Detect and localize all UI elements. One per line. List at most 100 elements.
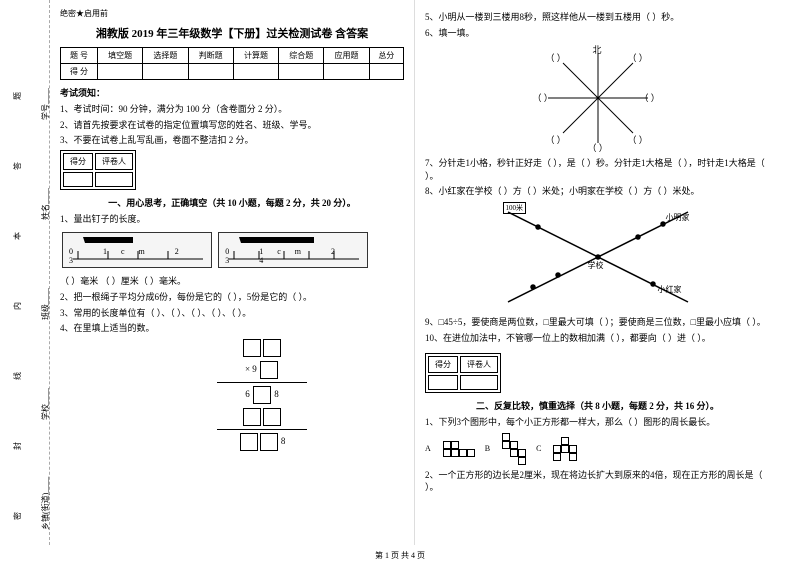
th: 题 号 xyxy=(61,48,98,64)
box-icon xyxy=(263,408,281,426)
digit: 6 xyxy=(245,389,250,399)
ruler2-scale: 0 1cm 2 3 4 xyxy=(225,247,367,265)
blank-w: （ ） xyxy=(533,91,553,104)
blank-ne: （ ） xyxy=(628,51,648,64)
score-table: 题 号 填空题 选择题 判断题 计算题 综合题 应用题 总分 得 分 xyxy=(60,47,404,80)
sb-blank[interactable] xyxy=(95,172,133,187)
mk6: 答 xyxy=(12,162,23,170)
th: 选择题 xyxy=(143,48,188,64)
shape-c xyxy=(553,437,577,461)
map-scale: 100米 xyxy=(503,202,527,214)
q1-answer: （ ）毫米 （ ）厘米（ ）毫米。 xyxy=(60,275,404,288)
box-icon xyxy=(260,433,278,451)
dir-north: 北 xyxy=(593,43,602,56)
q9: 9、□45÷5，要使商是两位数，□里最大可填（ ）；要使商是三位数，□里最小应填… xyxy=(425,316,770,329)
secrecy-tag: 绝密★启用前 xyxy=(60,8,404,19)
td[interactable] xyxy=(324,64,369,80)
mk2: 封 xyxy=(12,442,23,450)
s2q1: 1、下列3个图形中，每个小正方形都一样大，那么（ ）图形的周长最长。 xyxy=(425,416,770,429)
bind-2: 学校____ xyxy=(40,388,51,420)
tag-b: B xyxy=(485,444,490,453)
box-icon xyxy=(243,408,261,426)
q3: 3、常用的长度单位有（ ）、（ ）、（ ）、（ ）、（ ）。 xyxy=(60,307,404,320)
map-xh: 小红家 xyxy=(658,284,682,295)
map-figure: 学校 小明家 小红家 100米 xyxy=(488,202,708,312)
ruler-figures: 0 1cm 2 3 0 1cm 2 3 4 xyxy=(60,228,404,272)
box-icon xyxy=(243,339,261,357)
q6: 6、填一填。 xyxy=(425,27,770,40)
grader-box: 得分评卷人 xyxy=(60,150,136,190)
sb1: 得分 xyxy=(63,153,93,170)
binding-margin: 乡镇(街道)____ 学校____ 班级____ 姓名____ 学号____ 密… xyxy=(0,0,50,545)
ruler-2: 0 1cm 2 3 4 xyxy=(218,232,368,268)
sb1: 得分 xyxy=(428,356,458,373)
th: 判断题 xyxy=(188,48,233,64)
th: 填空题 xyxy=(98,48,143,64)
page-root: 乡镇(街道)____ 学校____ 班级____ 姓名____ 学号____ 密… xyxy=(0,0,800,545)
box-icon xyxy=(263,339,281,357)
tag-a: A xyxy=(425,444,431,453)
multiplication-figure: × 9 6 8 8 xyxy=(120,338,404,452)
mk7: 题 xyxy=(12,92,23,100)
td[interactable] xyxy=(143,64,188,80)
td[interactable] xyxy=(188,64,233,80)
table-row: 题 号 填空题 选择题 判断题 计算题 综合题 应用题 总分 xyxy=(61,48,404,64)
blank-sw: （ ） xyxy=(546,133,566,146)
td[interactable] xyxy=(233,64,278,80)
table-row: 得 分 xyxy=(61,64,404,80)
th: 综合题 xyxy=(279,48,324,64)
blank-e: （ ） xyxy=(640,91,660,104)
section-2-title: 二、反复比较，慎重选择（共 8 小题，每题 2 分，共 16 分）。 xyxy=(425,399,770,412)
notice-2: 2、请首先按要求在试卷的指定位置填写您的姓名、班级、学号。 xyxy=(60,119,404,132)
notice-3: 3、不要在试卷上乱写乱画，卷面不整洁扣 2 分。 xyxy=(60,134,404,147)
q8: 8、小红家在学校（ ）方（ ）米处；小明家在学校（ ）方（ ）米处。 xyxy=(425,185,770,198)
td[interactable] xyxy=(98,64,143,80)
compass-figure: 北 （ ） （ ） （ ） （ ） （ ） （ ） （ ） xyxy=(528,43,668,153)
q1: 1、量出钉子的长度。 xyxy=(60,213,404,226)
bind-4: 姓名____ xyxy=(40,188,51,220)
mult-row: × 9 xyxy=(120,360,404,380)
right-column: 5、小明从一楼到三楼用8秒，照这样他从一楼到五楼用（ ）秒。 6、填一填。 北 … xyxy=(415,0,780,545)
tag-c: C xyxy=(536,444,541,453)
th: 总分 xyxy=(369,48,403,64)
notice-heading: 考试须知： xyxy=(60,86,404,99)
bind-5: 学号____ xyxy=(40,88,51,120)
shape-b xyxy=(502,433,526,465)
s2q2: 2、一个正方形的边长是2厘米，现在将边长扩大到原来的4倍，现在正方形的周长是（ … xyxy=(425,469,770,494)
blank-se: （ ） xyxy=(628,133,648,146)
blank-nw: （ ） xyxy=(546,51,566,64)
section-1-title: 一、用心思考，正确填空（共 10 小题，每题 2 分，共 20 分）。 xyxy=(60,196,404,209)
page-footer: 第 1 页 共 4 页 xyxy=(0,550,800,561)
bind-3: 班级____ xyxy=(40,288,51,320)
mk1: 密 xyxy=(12,512,23,520)
sb-blank[interactable] xyxy=(460,375,498,390)
mk5: 本 xyxy=(12,232,23,240)
notice-1: 1、考试时间：90 分钟，满分为 100 分（含卷面分 2 分）。 xyxy=(60,103,404,116)
ruler-1: 0 1cm 2 3 xyxy=(62,232,212,268)
sb-blank[interactable] xyxy=(428,375,458,390)
box-icon xyxy=(260,361,278,379)
mk3: 线 xyxy=(12,372,23,380)
q10: 10、在进位加法中，不管哪一位上的数相加满（ ），都要向（ ）进（ ）。 xyxy=(425,332,770,345)
map-school: 学校 xyxy=(588,260,604,271)
td[interactable] xyxy=(279,64,324,80)
digit: 8 xyxy=(281,436,286,446)
q4: 4、在里填上适当的数。 xyxy=(60,322,404,335)
digit: 8 xyxy=(274,389,279,399)
exam-title: 湘教版 2019 年三年级数学【下册】过关检测试卷 含答案 xyxy=(60,25,404,41)
sb2: 评卷人 xyxy=(460,356,498,373)
box-icon xyxy=(253,386,271,404)
bind-1: 乡镇(街道)____ xyxy=(40,477,51,530)
left-column: 绝密★启用前 湘教版 2019 年三年级数学【下册】过关检测试卷 含答案 题 号… xyxy=(50,0,415,545)
td: 得 分 xyxy=(61,64,98,80)
shape-a xyxy=(443,441,475,457)
map-xm: 小明家 xyxy=(666,212,690,223)
q7: 7、分针走1小格，秒针正好走（ ），是（ ）秒。分针走1大格是（ ），时针走1大… xyxy=(425,157,770,182)
grader-box-2: 得分评卷人 xyxy=(425,353,501,393)
td[interactable] xyxy=(369,64,403,80)
sb-blank[interactable] xyxy=(63,172,93,187)
mk4: 内 xyxy=(12,302,23,310)
q2: 2、把一根绳子平均分成6份，每份是它的（ ），5份是它的（ ）。 xyxy=(60,291,404,304)
th: 计算题 xyxy=(233,48,278,64)
sb2: 评卷人 xyxy=(95,153,133,170)
